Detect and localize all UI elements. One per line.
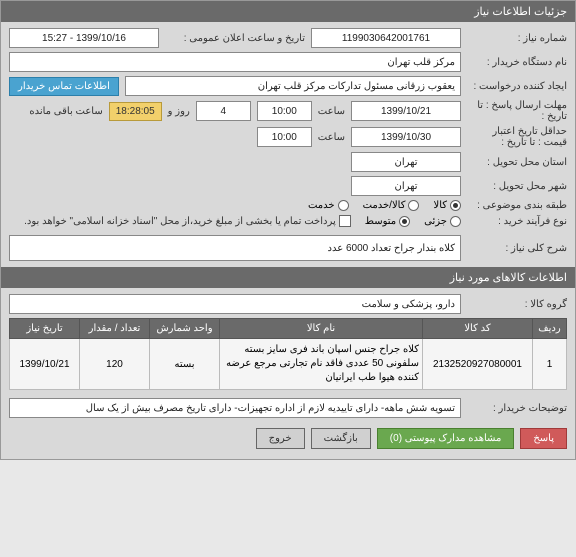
need-details-panel: جزئیات اطلاعات نیاز شماره نیاز : 1199030… xyxy=(0,0,576,460)
price-valid-time: 10:00 xyxy=(257,127,312,147)
col-unit: واحد شمارش xyxy=(150,319,220,339)
proc-type-label: نوع فرآیند خرید : xyxy=(467,216,567,227)
class-radio-group: کالا کالا/خدمت خدمت xyxy=(308,200,461,211)
need-no-value: 1199030642001761 xyxy=(311,28,461,48)
panel-title: جزئیات اطلاعات نیاز xyxy=(474,6,567,18)
class-goods-service-radio[interactable]: کالا/خدمت xyxy=(363,200,420,211)
creator-label: ایجاد کننده درخواست : xyxy=(467,81,567,92)
goods-group-label: گروه کالا : xyxy=(467,299,567,310)
buyer-notes-value: تسویه شش ماهه- دارای تاییدیه لازم از ادا… xyxy=(9,398,461,418)
cell-name: کلاه جراح جنس اسپان باند فری سایز بسته س… xyxy=(220,339,423,390)
table-row[interactable]: 1 2132520927080001 کلاه جراح جنس اسپان ب… xyxy=(10,339,567,390)
exit-button[interactable]: خروج xyxy=(256,428,305,449)
pub-datetime-label: تاریخ و ساعت اعلان عمومی : xyxy=(165,33,305,44)
radio-icon xyxy=(450,216,461,227)
cell-qty: 120 xyxy=(80,339,150,390)
deadline-label: مهلت ارسال پاسخ : تا تاریخ : xyxy=(467,100,567,122)
panel-header: جزئیات اطلاعات نیاز xyxy=(1,1,575,22)
buyer-contact-button[interactable]: اطلاعات تماس خریدار xyxy=(9,77,119,96)
col-qty: تعداد / مقدار xyxy=(80,319,150,339)
goods-group-value: دارو، پزشکی و سلامت xyxy=(9,294,461,314)
back-button[interactable]: بازگشت xyxy=(311,428,371,449)
action-buttons: پاسخ مشاهده مدارک پیوستی (0) بازگشت خروج xyxy=(9,428,567,449)
partial-pay-check[interactable]: پرداخت تمام یا بخشی از مبلغ خرید،از محل … xyxy=(24,215,351,227)
attachments-button[interactable]: مشاهده مدارک پیوستی (0) xyxy=(377,428,515,449)
buyer-notes-label: توضیحات خریدار : xyxy=(467,403,567,414)
radio-icon xyxy=(408,200,419,211)
col-row: ردیف xyxy=(533,319,567,339)
days-word: روز و xyxy=(168,106,190,117)
class-goods-service-label: کالا/خدمت xyxy=(363,200,406,211)
col-code: کد کالا xyxy=(423,319,533,339)
time-label-1: ساعت xyxy=(318,106,345,117)
col-date: تاریخ نیاز xyxy=(10,319,80,339)
cell-row: 1 xyxy=(533,339,567,390)
reply-button[interactable]: پاسخ xyxy=(520,428,567,449)
radio-icon xyxy=(399,216,410,227)
table-header-row: ردیف کد کالا نام کالا واحد شمارش تعداد /… xyxy=(10,319,567,339)
class-goods-radio[interactable]: کالا xyxy=(433,200,461,211)
radio-icon xyxy=(338,200,349,211)
buyer-org-value: مرکز قلب تهران xyxy=(9,52,461,72)
deliv-city-label: شهر محل تحویل : xyxy=(467,181,567,192)
cell-unit: بسته xyxy=(150,339,220,390)
countdown-timer: 18:28:05 xyxy=(109,102,162,121)
col-name: نام کالا xyxy=(220,319,423,339)
cell-code: 2132520927080001 xyxy=(423,339,533,390)
goods-section-header: اطلاعات کالاهای مورد نیاز xyxy=(1,267,575,288)
deliv-city-value: تهران xyxy=(351,176,461,196)
days-remaining: 4 xyxy=(196,101,251,121)
creator-value: یعقوب زرقانی مسئول تدارکات مرکز قلب تهرا… xyxy=(125,76,461,96)
class-service-label: خدمت xyxy=(308,200,335,211)
remain-word: ساعت باقی مانده xyxy=(29,106,102,117)
deliv-prov-value: تهران xyxy=(351,152,461,172)
proc-mid-label: متوسط xyxy=(365,216,396,227)
class-label: طبقه بندی موضوعی : xyxy=(467,200,567,211)
proc-small-label: جزئی xyxy=(424,216,447,227)
pub-datetime-value: 1399/10/16 - 15:27 xyxy=(9,28,159,48)
gen-desc-label: شرح کلی نیاز : xyxy=(467,243,567,254)
radio-icon xyxy=(450,200,461,211)
proc-radio-group: جزئی متوسط پرداخت تمام یا بخشی از مبلغ خ… xyxy=(24,215,461,227)
time-label-2: ساعت xyxy=(318,132,345,143)
price-valid-date: 1399/10/30 xyxy=(351,127,461,147)
goods-table: ردیف کد کالا نام کالا واحد شمارش تعداد /… xyxy=(9,318,567,390)
price-valid-label: حداقل تاریخ اعتبار قیمت : تا تاریخ : xyxy=(467,126,567,148)
class-service-radio[interactable]: خدمت xyxy=(308,200,349,211)
need-no-label: شماره نیاز : xyxy=(467,33,567,44)
partial-pay-label: پرداخت تمام یا بخشی از مبلغ خرید،از محل … xyxy=(24,216,336,227)
checkbox-icon xyxy=(339,215,351,227)
buyer-org-label: نام دستگاه خریدار : xyxy=(467,57,567,68)
class-goods-label: کالا xyxy=(433,200,447,211)
deliv-prov-label: استان محل تحویل : xyxy=(467,157,567,168)
deadline-time: 10:00 xyxy=(257,101,312,121)
gen-desc-value: کلاه بندار جراح تعداد 6000 عدد xyxy=(9,235,461,261)
proc-mid-radio[interactable]: متوسط xyxy=(365,216,410,227)
panel-content: شماره نیاز : 1199030642001761 تاریخ و سا… xyxy=(1,22,575,459)
proc-small-radio[interactable]: جزئی xyxy=(424,216,461,227)
deadline-date: 1399/10/21 xyxy=(351,101,461,121)
cell-date: 1399/10/21 xyxy=(10,339,80,390)
